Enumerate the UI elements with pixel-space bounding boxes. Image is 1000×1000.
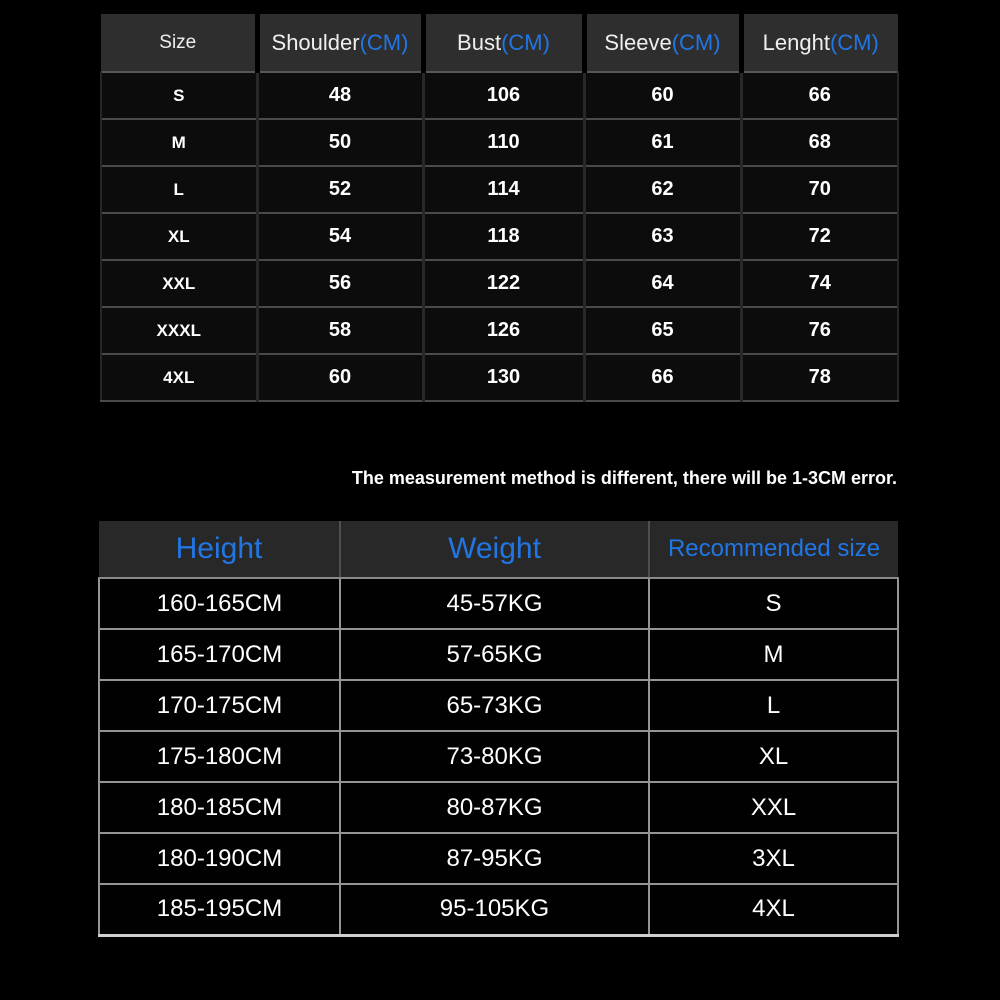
height-cell: 180-190CM [98, 832, 341, 885]
length-cell: 66 [739, 71, 899, 119]
size-table-row: XL 54 118 63 72 [100, 212, 899, 260]
size-table-row: L 52 114 62 70 [100, 165, 899, 213]
header-label: Sleeve [604, 29, 672, 55]
size-label-cell: 4XL [100, 353, 257, 402]
sleeve-cell: 63 [582, 212, 741, 260]
height-cell: 165-170CM [98, 628, 341, 681]
sleeve-cell: 61 [582, 118, 741, 166]
fit-recommendation-table: Height Weight Recommended size 160-165CM… [98, 521, 899, 937]
weight-cell: 95-105KG [339, 883, 650, 937]
recommended-size-cell: XXL [648, 781, 899, 834]
shoulder-cell: 56 [255, 259, 423, 307]
height-cell: 185-195CM [98, 883, 341, 937]
length-cell: 74 [739, 259, 899, 307]
fit-table-row: 160-165CM 45-57KG S [98, 577, 899, 630]
length-cell: 72 [739, 212, 899, 260]
fit-table-row: 185-195CM 95-105KG 4XL [98, 883, 899, 937]
size-label-cell: XL [100, 212, 257, 260]
length-cell: 70 [739, 165, 899, 213]
height-cell: 160-165CM [98, 577, 341, 630]
weight-cell: 80-87KG [339, 781, 650, 834]
size-label-cell: XXL [100, 259, 257, 307]
recommended-size-cell: M [648, 628, 899, 681]
weight-cell: 73-80KG [339, 730, 650, 783]
weight-cell: 45-57KG [339, 577, 650, 630]
shoulder-cell: 52 [255, 165, 423, 213]
recommended-size-cell: S [648, 577, 899, 630]
bust-cell: 118 [421, 212, 584, 260]
sleeve-cell: 60 [582, 71, 741, 119]
shoulder-cell: 54 [255, 212, 423, 260]
size-table-header-shoulder: Shoulder(CM) [254, 14, 423, 72]
height-cell: 175-180CM [98, 730, 341, 783]
header-label: Shoulder [271, 29, 360, 55]
size-label-cell: XXXL [100, 306, 257, 354]
header-label: Bust [457, 29, 502, 55]
shoulder-cell: 50 [255, 118, 423, 166]
header-label: Lenght [762, 29, 830, 55]
height-cell: 180-185CM [98, 781, 341, 834]
recommended-size-cell: L [648, 679, 899, 732]
bust-cell: 114 [421, 165, 584, 213]
fit-table-header-height: Height [99, 521, 340, 579]
recommended-size-cell: 4XL [648, 883, 899, 937]
size-table-row: XXXL 58 126 65 76 [100, 306, 899, 354]
length-cell: 78 [739, 353, 899, 402]
size-table-header-bust: Bust(CM) [420, 14, 584, 72]
fit-table-row: 180-190CM 87-95KG 3XL [98, 832, 899, 885]
size-table-header-sleeve: Sleeve(CM) [581, 14, 741, 72]
fit-table-header-row: Height Weight Recommended size [99, 521, 898, 579]
length-cell: 76 [739, 306, 899, 354]
fit-table-header-weight: Weight [339, 521, 649, 579]
fit-table-row: 175-180CM 73-80KG XL [98, 730, 899, 783]
fit-table-header-recommended-size: Recommended size [648, 521, 898, 579]
sleeve-cell: 65 [582, 306, 741, 354]
size-label-cell: M [100, 118, 257, 166]
header-unit: (CM) [829, 29, 879, 55]
size-table-row: M 50 110 61 68 [100, 118, 899, 166]
sleeve-cell: 66 [582, 353, 741, 402]
shoulder-cell: 48 [255, 71, 423, 119]
fit-table-row: 170-175CM 65-73KG L [98, 679, 899, 732]
bust-cell: 110 [421, 118, 584, 166]
sleeve-cell: 62 [582, 165, 741, 213]
size-chart-table: Size Shoulder(CM) Bust(CM) Sleeve(CM) Le… [100, 14, 899, 402]
fit-table-row: 165-170CM 57-65KG M [98, 628, 899, 681]
shoulder-cell: 58 [255, 306, 423, 354]
size-table-row: 4XL 60 130 66 78 [100, 353, 899, 402]
weight-cell: 65-73KG [339, 679, 650, 732]
weight-cell: 57-65KG [339, 628, 650, 681]
size-table-row: XXL 56 122 64 74 [100, 259, 899, 307]
size-label-cell: S [100, 71, 257, 119]
measurement-error-note: The measurement method is different, the… [351, 468, 897, 488]
bust-cell: 130 [421, 353, 584, 402]
bust-cell: 126 [421, 306, 584, 354]
size-table-row: S 48 106 60 66 [100, 71, 899, 119]
header-unit: (CM) [671, 29, 721, 55]
bust-cell: 106 [421, 71, 584, 119]
recommended-size-cell: XL [648, 730, 899, 783]
header-unit: (CM) [359, 29, 409, 55]
weight-cell: 87-95KG [339, 832, 650, 885]
recommended-size-cell: 3XL [648, 832, 899, 885]
shoulder-cell: 60 [255, 353, 423, 402]
fit-table-row: 180-185CM 80-87KG XXL [98, 781, 899, 834]
height-cell: 170-175CM [98, 679, 341, 732]
size-table-header-size: Size [101, 14, 257, 72]
header-unit: (CM) [501, 29, 550, 55]
length-cell: 68 [739, 118, 899, 166]
sleeve-cell: 64 [582, 259, 741, 307]
size-table-header-row: Size Shoulder(CM) Bust(CM) Sleeve(CM) Le… [101, 14, 898, 72]
size-table-header-length: Lenght(CM) [738, 14, 898, 72]
bust-cell: 122 [421, 259, 584, 307]
header-label: Size [159, 31, 197, 53]
size-label-cell: L [100, 165, 257, 213]
